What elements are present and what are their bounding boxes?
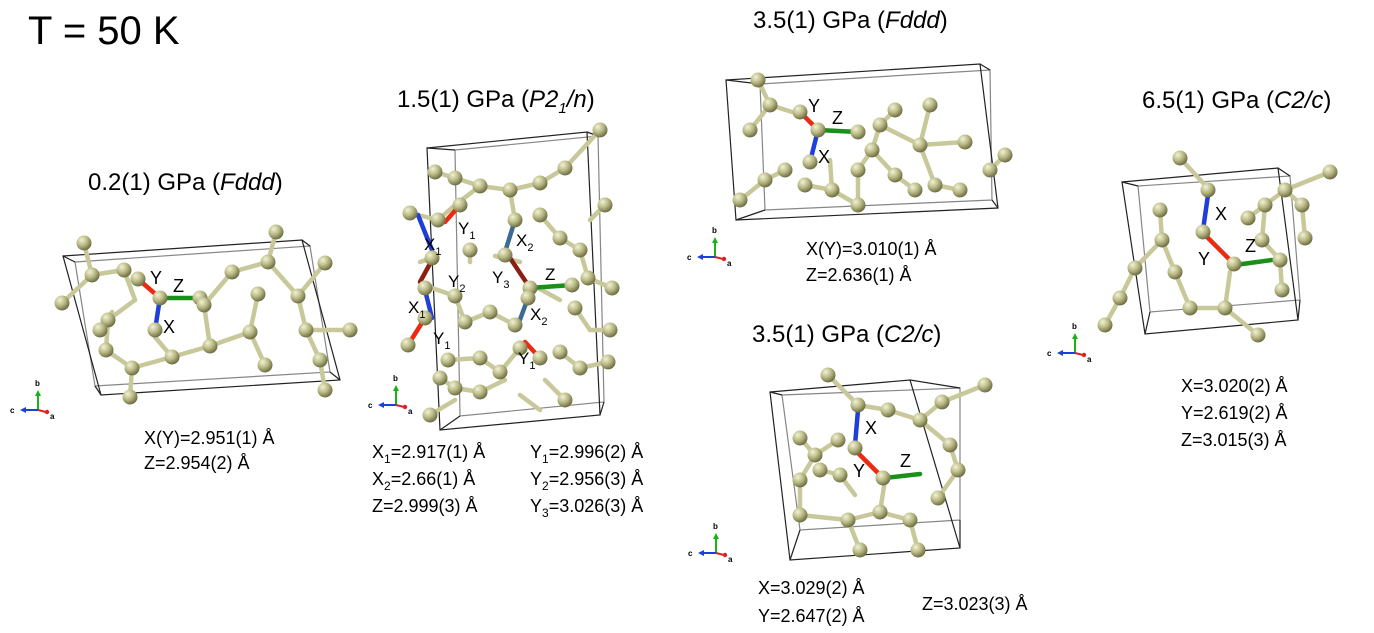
distance-line: Z=2.999(3) Å (372, 496, 478, 516)
bond-label-y1-bottom-left: Y1 (433, 329, 450, 352)
panel-3.5gpa-c2c: 3.5(1) GPa (C2/c) (688, 321, 1028, 626)
axis-triad: b c a (1047, 322, 1092, 364)
panel-6.5gpa-c2c: 6.5(1) GPa (C2/c) (1047, 87, 1338, 450)
axis-b-label: b (393, 374, 398, 383)
bond-label-y: Y (150, 268, 162, 288)
axis-a-label: a (728, 555, 733, 564)
bond-label-x2-bottom: X2 (530, 305, 547, 328)
distance-line: X(Y)=2.951(1) Å (144, 428, 275, 448)
panel-1.5gpa-p21n: 1.5(1) GPa (P21/n) (368, 86, 643, 520)
panel-0.2gpa-fddd: 0.2(1) GPa (Fddd) (10, 169, 358, 473)
distance-line: Y=2.619(2) Å (1181, 403, 1288, 423)
panel-title: 1.5(1) GPa (P21/n) (397, 86, 595, 117)
bond-label-x: X (1215, 204, 1227, 224)
panel-title: 6.5(1) GPa (C2/c) (1142, 87, 1331, 114)
axis-c-label: c (368, 401, 373, 410)
axis-a-label: a (1087, 355, 1092, 364)
distance-line: Z=2.954(2) Å (144, 453, 250, 473)
bond-label-z: Z (1245, 236, 1256, 256)
distance-line: X(Y)=3.010(1) Å (806, 239, 937, 259)
axis-c-label: c (688, 549, 693, 558)
bond-label-x1-bottom: X1 (408, 298, 425, 321)
axis-b-label: b (1072, 322, 1077, 331)
bond-label-z: Z (173, 276, 184, 296)
axis-b-label: b (35, 379, 40, 388)
bond-label-z: Z (545, 265, 555, 284)
axis-c-label: c (687, 253, 692, 262)
axis-b-label: b (712, 226, 717, 235)
bond-label-y: Y (1198, 249, 1210, 269)
bond-label-y: Y (853, 461, 865, 481)
bond-label-x2: X2 (516, 231, 533, 254)
axis-triad: b c a (368, 374, 413, 416)
bond-label-x: X (865, 418, 877, 438)
structure-atoms (401, 123, 620, 423)
distance-line: X1=2.917(1) Å (372, 442, 485, 466)
panel-title: 3.5(1) GPa (Fddd) (753, 7, 948, 34)
axis-c-label: c (10, 406, 15, 415)
panel-title: 3.5(1) GPa (C2/c) (752, 321, 941, 348)
bond-label-z: Z (832, 108, 843, 128)
axis-triad: b c a (687, 226, 732, 268)
bond-label-y: Y (808, 96, 820, 116)
distance-line: Y=2.647(2) Å (758, 606, 865, 626)
bond-label-x: X (818, 147, 830, 167)
distance-line: X2=2.66(1) Å (372, 469, 475, 493)
axis-a-label: a (50, 412, 55, 421)
distance-line: Z=3.015(3) Å (1181, 430, 1287, 450)
axis-triad: b c a (10, 379, 55, 421)
temperature-title: T = 50 K (28, 9, 180, 53)
distance-line: Z=3.023(3) Å (922, 594, 1028, 614)
distance-line: Z=2.636(1) Å (806, 265, 912, 285)
bond-label-y1: Y1 (458, 219, 475, 242)
distance-table: X1=2.917(1) Å X2=2.66(1) Å Z=2.999(3) Å … (372, 442, 643, 520)
distance-line: Y1=2.996(2) Å (530, 442, 643, 466)
axis-c-label: c (1047, 349, 1052, 358)
distance-line: X=3.020(2) Å (1181, 376, 1288, 396)
axis-b-label: b (713, 522, 718, 531)
distance-line: X=3.029(2) Å (758, 578, 865, 598)
bond-label-y3: Y3 (492, 268, 509, 291)
distance-line: Y3=3.026(3) Å (530, 496, 643, 520)
bond-label-x: X (163, 317, 175, 337)
bond-label-z: Z (900, 451, 911, 471)
axis-a-label: a (408, 407, 413, 416)
distance-line: Y2=2.956(3) Å (530, 469, 643, 493)
bond-x (855, 410, 858, 445)
axis-triad: b c a (688, 522, 733, 564)
panel-title: 0.2(1) GPa (Fddd) (88, 169, 283, 196)
panel-3.5gpa-fddd: 3.5(1) GPa (Fddd) (687, 7, 1013, 285)
axis-a-label: a (727, 259, 732, 268)
